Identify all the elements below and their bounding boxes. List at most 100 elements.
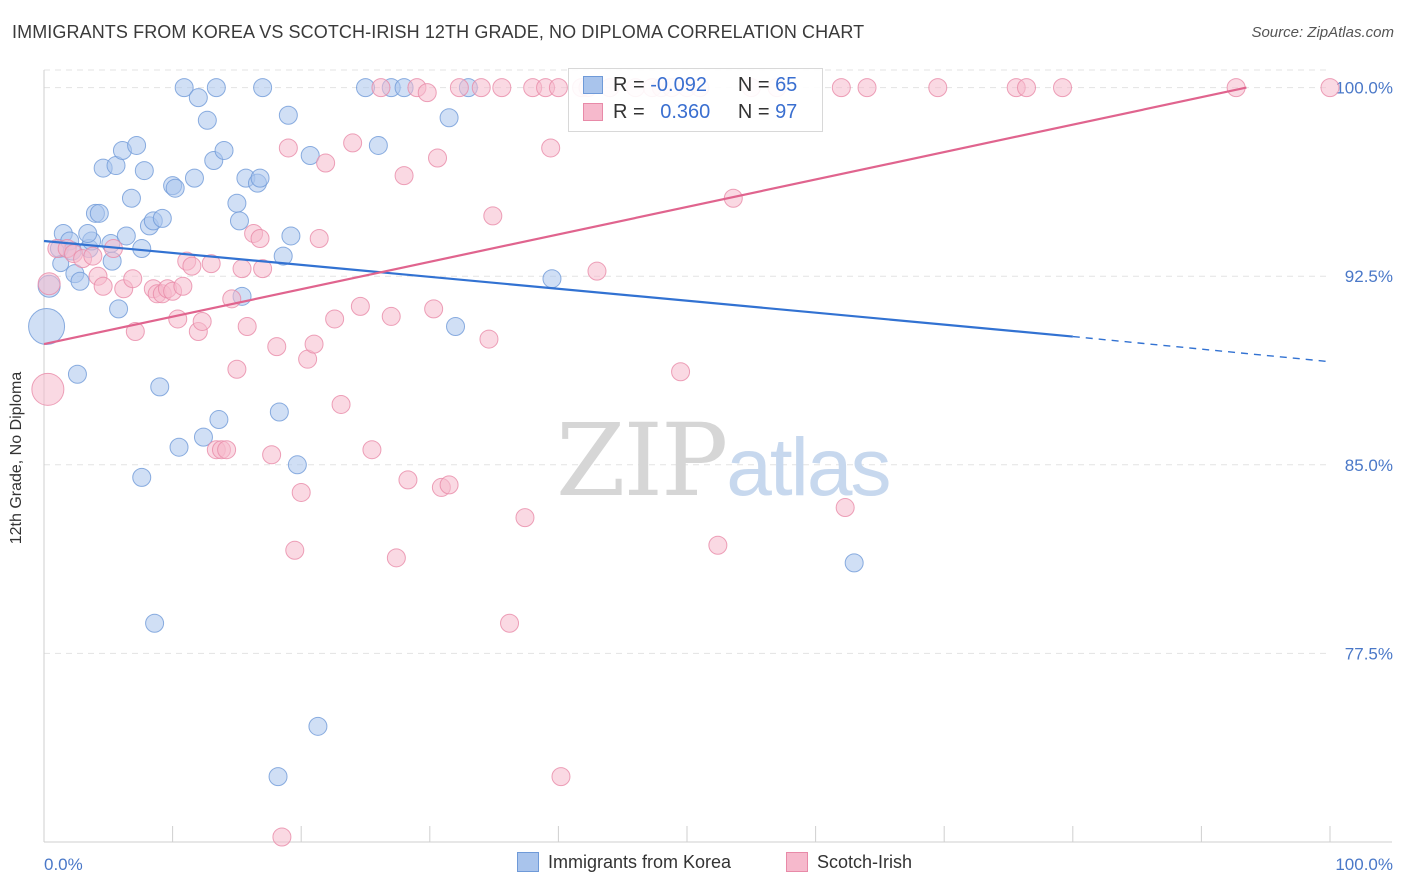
chart-title: IMMIGRANTS FROM KOREA VS SCOTCH-IRISH 12… — [12, 22, 865, 42]
data-point-korea — [89, 203, 109, 223]
data-point-scotch-irish — [398, 470, 418, 490]
bottom-legend-scotch-irish: Scotch-Irish — [786, 852, 912, 873]
data-point-korea — [844, 553, 864, 573]
data-point-scotch-irish — [541, 138, 561, 158]
data-point-korea — [287, 455, 307, 475]
legend-n-value-scotch-irish: 97 — [775, 101, 798, 123]
data-point-korea — [121, 188, 141, 208]
data-point-scotch-irish — [350, 296, 370, 316]
data-point-scotch-irish — [168, 309, 188, 329]
data-point-scotch-irish — [267, 337, 287, 357]
data-point-scotch-irish — [479, 329, 499, 349]
data-point-korea — [174, 78, 194, 98]
data-point-korea — [28, 307, 66, 345]
trend-line-extension-korea — [1072, 335, 1331, 363]
data-point-scotch-irish — [439, 475, 459, 495]
legend-n-value-korea: 65 — [775, 74, 798, 96]
data-point-scotch-irish — [250, 228, 270, 248]
data-point-scotch-irish — [272, 827, 292, 847]
data-point-korea — [109, 299, 129, 319]
legend-row-korea: R = -0.092 N = 65 — [583, 74, 797, 98]
bottom-legend-korea: Immigrants from Korea — [517, 852, 731, 873]
x-tick-label: 0.0% — [44, 855, 83, 874]
data-point-korea — [268, 767, 288, 787]
data-point-scotch-irish — [835, 498, 855, 518]
data-point-scotch-irish — [125, 322, 145, 342]
y-tick-label: 100.0% — [1335, 79, 1393, 98]
data-point-korea — [542, 269, 562, 289]
data-point-scotch-irish — [449, 78, 469, 98]
data-point-scotch-irish — [386, 548, 406, 568]
data-point-scotch-irish — [37, 272, 61, 296]
y-tick-label: 77.5% — [1345, 644, 1393, 663]
data-point-scotch-irish — [708, 535, 728, 555]
data-point-scotch-irish — [1053, 78, 1073, 98]
data-point-scotch-irish — [304, 334, 324, 354]
data-point-scotch-irish — [93, 276, 113, 296]
data-point-korea — [206, 78, 226, 98]
data-point-scotch-irish — [515, 508, 535, 528]
data-point-scotch-irish — [278, 138, 298, 158]
data-point-scotch-irish — [285, 540, 305, 560]
data-point-korea — [193, 427, 213, 447]
data-point-scotch-irish — [83, 246, 103, 266]
data-point-scotch-irish — [551, 767, 571, 787]
data-point-scotch-irish — [471, 78, 491, 98]
data-point-scotch-irish — [325, 309, 345, 329]
x-tick-label: 100.0% — [1335, 855, 1393, 874]
data-point-scotch-irish — [123, 269, 143, 289]
bottom-legend-swatch-scotch-irish — [786, 852, 808, 872]
data-point-scotch-irish — [331, 394, 351, 414]
legend-swatch-korea — [583, 76, 603, 94]
y-tick-label: 85.0% — [1345, 456, 1393, 475]
legend-r-value-korea: -0.092 — [650, 74, 707, 96]
data-point-korea — [152, 208, 172, 228]
data-point-korea — [169, 437, 189, 457]
data-point-korea — [214, 140, 234, 160]
data-point-korea — [116, 226, 136, 246]
data-point-scotch-irish — [428, 148, 448, 168]
watermark-zip: ZIP — [556, 402, 728, 519]
data-point-korea — [78, 223, 98, 243]
data-point-scotch-irish — [424, 299, 444, 319]
data-point-scotch-irish — [192, 311, 212, 331]
data-point-scotch-irish — [232, 259, 252, 279]
data-point-korea — [439, 108, 459, 128]
trend-line-scotch-irish — [43, 86, 1247, 346]
data-point-scotch-irish — [671, 362, 691, 382]
y-axis-label: 12th Grade, No Diploma — [8, 371, 25, 545]
data-point-korea — [145, 613, 165, 633]
correlation-legend: R = -0.092 N = 65 R = 0.360 N = 97 — [568, 68, 823, 132]
data-point-scotch-irish — [1320, 78, 1340, 98]
data-point-scotch-irish — [371, 78, 391, 98]
data-point-scotch-irish — [343, 133, 363, 153]
trend-line-korea — [43, 239, 1073, 338]
data-point-korea — [184, 168, 204, 188]
watermark-atlas: atlas — [726, 422, 891, 513]
data-point-scotch-irish — [227, 359, 247, 379]
data-point-korea — [229, 211, 249, 231]
data-point-scotch-irish — [500, 613, 520, 633]
data-point-korea — [368, 135, 388, 155]
data-point-scotch-irish — [182, 256, 202, 276]
legend-r-label: R = — [613, 74, 645, 96]
data-point-korea — [197, 110, 217, 130]
data-point-scotch-irish — [362, 440, 382, 460]
data-point-scotch-irish — [173, 276, 193, 296]
data-point-scotch-irish — [492, 78, 512, 98]
data-point-scotch-irish — [217, 440, 237, 460]
data-point-korea — [273, 246, 293, 266]
data-point-korea — [134, 161, 154, 181]
data-point-scotch-irish — [394, 166, 414, 186]
data-point-scotch-irish — [548, 78, 568, 98]
data-point-scotch-irish — [316, 153, 336, 173]
data-point-scotch-irish — [262, 445, 282, 465]
bottom-legend-swatch-korea — [517, 852, 539, 872]
data-point-scotch-irish — [201, 254, 221, 274]
legend-r-label: R = — [613, 101, 645, 123]
data-point-scotch-irish — [291, 482, 311, 502]
data-point-scotch-irish — [587, 261, 607, 281]
bottom-legend-label-korea: Immigrants from Korea — [548, 852, 732, 872]
data-point-scotch-irish — [417, 83, 437, 103]
watermark: ZIPatlas — [556, 402, 892, 519]
